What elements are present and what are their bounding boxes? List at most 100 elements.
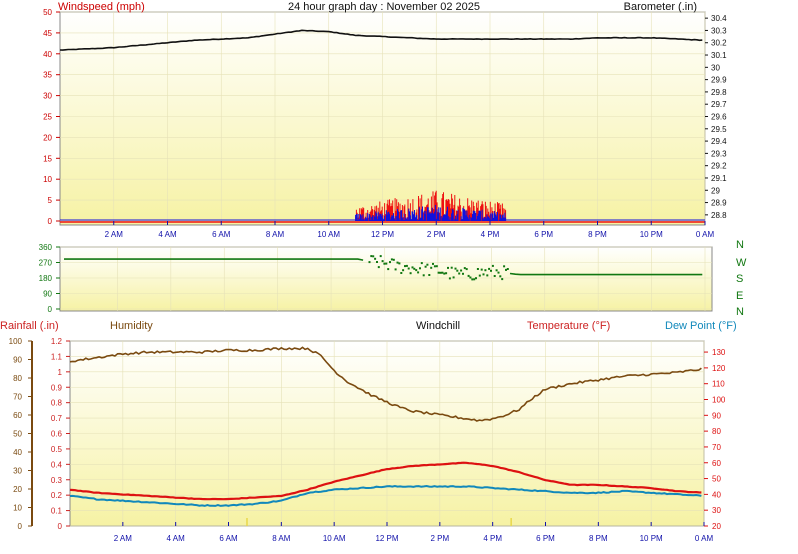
- direction-point: [430, 266, 433, 269]
- barometer-tick-label: 29.1: [711, 174, 727, 183]
- rain-tick-label: 0.3: [51, 476, 63, 485]
- humidity-tick-label: 90: [13, 356, 22, 365]
- temp-tick-label: 80: [712, 427, 721, 436]
- direction-point: [402, 269, 405, 272]
- barometer-tick-label: 29.7: [711, 100, 727, 109]
- direction-point: [503, 265, 506, 268]
- barometer-tick-label: 29.5: [711, 125, 727, 134]
- direction-point: [462, 272, 464, 275]
- humidity-tick-label: 40: [13, 448, 22, 457]
- humidity-tick-label: 80: [13, 374, 22, 383]
- direction-point: [428, 274, 431, 276]
- humidity-tick-label: 30: [13, 467, 22, 476]
- wind-tick-label: 15: [43, 154, 52, 163]
- wind-direction-plot-area: [59, 246, 713, 312]
- direction-point: [441, 271, 444, 274]
- direction-point: [439, 271, 442, 274]
- direction-point: [506, 268, 509, 270]
- windchill-label: Windchill: [416, 320, 460, 332]
- direction-point: [396, 261, 399, 264]
- temp-tick-label: 30: [712, 506, 721, 515]
- direction-point: [458, 272, 461, 275]
- direction-tick-label: 0: [48, 305, 53, 314]
- direction-point: [448, 277, 451, 280]
- direction-point: [377, 266, 380, 269]
- x-tick-label: 10 PM: [640, 230, 663, 239]
- temperature-line: [69, 461, 702, 501]
- x-tick-label: 12 PM: [371, 230, 394, 239]
- direction-point: [419, 267, 421, 270]
- rain-tick-label: 0.1: [51, 507, 63, 516]
- rain-tick-label: 1.1: [51, 352, 63, 361]
- direction-point: [411, 266, 414, 269]
- wind-tick-label: 0: [48, 217, 53, 226]
- x-tick-label: 4 AM: [158, 230, 177, 239]
- rain-tick-label: 0.8: [51, 399, 63, 408]
- x-tick-label: 12 PM: [375, 534, 398, 543]
- humidity-tick-label: 70: [13, 393, 22, 402]
- direction-point: [476, 268, 479, 270]
- direction-point: [392, 258, 395, 261]
- compass-label: S: [736, 273, 743, 285]
- dewpoint-line: [69, 484, 702, 507]
- direction-point: [452, 276, 455, 279]
- chart-title: 24 hour graph day : November 02 2025: [288, 1, 480, 13]
- x-tick-label: 4 PM: [483, 534, 502, 543]
- direction-tick-label: 180: [39, 274, 53, 283]
- x-tick-label: 10 AM: [317, 230, 340, 239]
- direction-point: [368, 261, 371, 264]
- direction-point: [404, 265, 406, 268]
- humidity-tick-label: 0: [18, 522, 23, 531]
- x-tick-label: 10 AM: [323, 534, 346, 543]
- rain-tick-label: 1.2: [51, 337, 63, 346]
- barometer-tick-label: 30.1: [711, 51, 727, 60]
- direction-point: [424, 265, 427, 268]
- direction-point: [422, 274, 425, 277]
- direction-point: [390, 258, 393, 261]
- rain-tick-label: 0.5: [51, 445, 63, 454]
- direction-tick-label: 270: [39, 259, 53, 268]
- x-tick-label: 8 AM: [272, 534, 291, 543]
- direction-point: [465, 268, 468, 271]
- direction-point: [372, 255, 375, 258]
- direction-point: [383, 262, 386, 265]
- rain-tick-label: 0: [58, 522, 63, 531]
- humidity-tick-label: 20: [13, 485, 22, 494]
- wind-tick-label: 35: [43, 71, 52, 80]
- barometer-tick-label: 28.9: [711, 199, 727, 208]
- barometer-axis-label: Barometer (.in): [624, 1, 697, 13]
- humidity-line: [69, 346, 702, 422]
- barometer-tick-label: 30: [711, 63, 720, 72]
- x-tick-label: 2 AM: [114, 534, 133, 543]
- x-tick-label: 6 AM: [219, 534, 238, 543]
- direction-point: [381, 260, 384, 263]
- direction-point: [463, 267, 466, 270]
- direction-line-morning: [64, 258, 364, 261]
- direction-point: [491, 264, 494, 267]
- direction-point: [454, 267, 457, 270]
- direction-point: [471, 278, 474, 281]
- x-tick-label: 0 AM: [696, 230, 715, 239]
- direction-point: [389, 261, 391, 264]
- compass-label: N: [736, 306, 744, 318]
- wind-tick-label: 10: [43, 175, 52, 184]
- direction-point: [426, 263, 429, 266]
- barometer-tick-label: 29: [711, 186, 720, 195]
- direction-point: [473, 278, 476, 281]
- direction-point: [374, 257, 377, 260]
- wind-axis-label: Windspeed (mph): [58, 1, 145, 13]
- direction-point: [456, 269, 459, 272]
- direction-point: [400, 272, 403, 274]
- direction-point: [478, 274, 481, 277]
- humidity-tick-label: 100: [9, 337, 23, 346]
- barometer-tick-label: 30.4: [711, 14, 727, 23]
- direction-tick-label: 90: [43, 290, 52, 299]
- direction-line-evening: [509, 272, 703, 276]
- compass-label: E: [736, 290, 743, 302]
- rain-tick-label: 0.7: [51, 414, 63, 423]
- wind-tick-label: 50: [43, 8, 52, 17]
- barometer-tick-label: 29.9: [711, 76, 727, 85]
- temp-tick-label: 20: [712, 522, 721, 531]
- direction-point: [460, 269, 463, 272]
